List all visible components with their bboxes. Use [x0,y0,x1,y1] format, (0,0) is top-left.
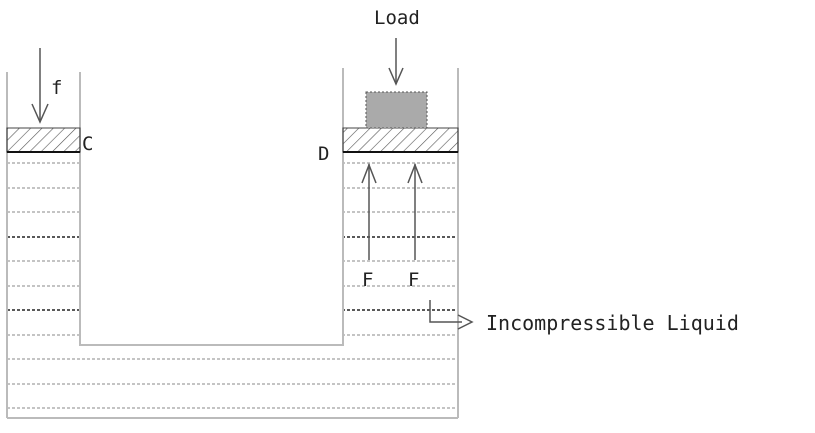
load-arrow [388,38,404,86]
piston-d-label: D [318,143,329,165]
piston-c-label: C [82,133,93,155]
force-left-label: F [362,269,373,291]
load-label: Load [374,7,420,29]
piston-c [6,127,81,153]
liquid-pointer-arrow [429,300,474,330]
arrows [31,38,474,330]
force-arrow-right [407,162,423,260]
incompressible-liquid [7,162,458,409]
force-right-label: F [408,269,419,291]
piston-d [342,127,459,153]
force-arrow-left [361,162,377,260]
liquid-label: Incompressible Liquid [486,311,739,335]
small-force-arrow [31,48,49,124]
small-force-label: f [51,77,62,99]
inner-partition [79,68,344,346]
load-block [365,91,428,129]
